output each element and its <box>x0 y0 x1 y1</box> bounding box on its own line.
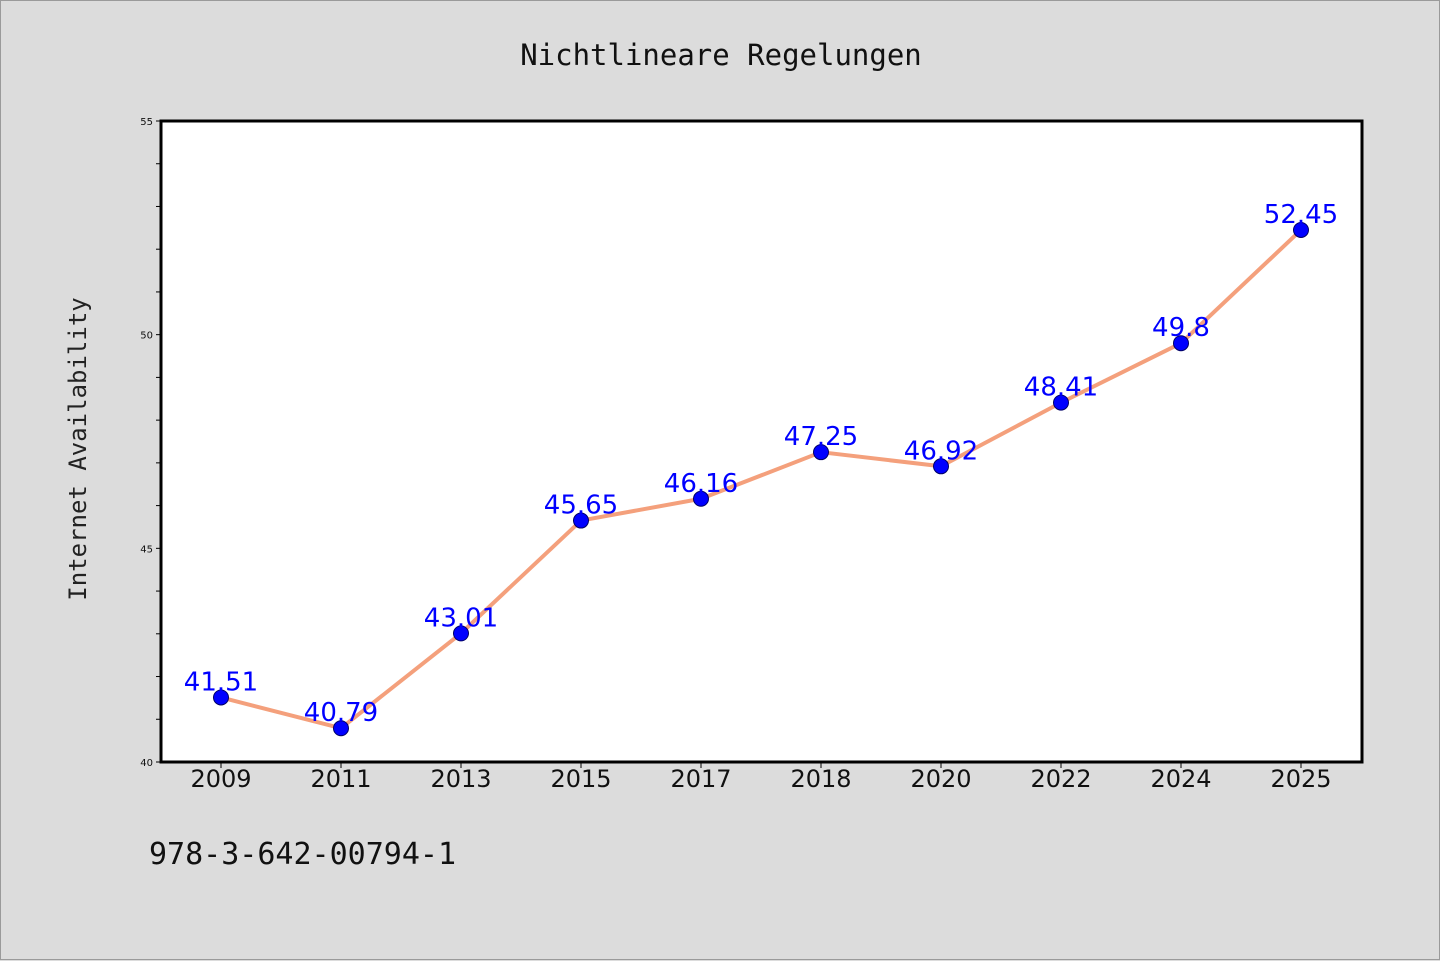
y-tick-label: 45 <box>140 544 153 555</box>
data-point <box>573 512 589 529</box>
data-label: 47.25 <box>784 422 858 452</box>
data-label: 40.79 <box>304 698 378 728</box>
data-point <box>1173 335 1189 352</box>
data-point <box>333 720 349 737</box>
x-axis: 2009 2011 2013 2015 2017 2018 2020 2022 2024 2025 <box>190 762 1332 793</box>
x-tick-label: 2020 <box>910 765 971 793</box>
data-label: 49.8 <box>1152 313 1210 343</box>
data-label: 41.51 <box>184 667 258 697</box>
x-tick-label: 2015 <box>550 765 611 793</box>
data-label: 46.16 <box>664 469 738 499</box>
data-point <box>1293 221 1309 238</box>
x-tick-label: 2025 <box>1270 765 1331 793</box>
data-label: 43.01 <box>424 603 498 633</box>
series-line-layer <box>219 227 1303 731</box>
x-tick-label: 2013 <box>430 765 491 793</box>
x-tick-label: 2022 <box>1030 765 1091 793</box>
data-point <box>933 458 949 475</box>
data-label: 46.92 <box>904 436 978 466</box>
y-tick-label: 40 <box>140 758 153 769</box>
data-point <box>693 490 709 507</box>
x-tick-label: 2018 <box>790 765 851 793</box>
chart-title: Nichtlineare Regelungen <box>520 38 922 72</box>
y-axis: 40 45 50 55 <box>140 117 161 769</box>
y-tick-label: 55 <box>140 117 153 128</box>
data-point <box>813 444 829 461</box>
isbn-footer: 978-3-642-00794-1 <box>149 837 456 872</box>
y-tick-label: 50 <box>140 331 153 342</box>
data-label: 52.45 <box>1264 200 1338 230</box>
x-tick-label: 2024 <box>1150 765 1211 793</box>
data-label: 48.41 <box>1024 373 1098 403</box>
x-tick-label: 2011 <box>310 765 371 793</box>
y-axis-label: Internet Availability <box>64 297 92 600</box>
x-tick-label: 2017 <box>670 765 731 793</box>
data-markers <box>213 221 1309 737</box>
series-line <box>219 227 1303 731</box>
data-point <box>213 689 229 706</box>
data-labels: 41.51 40.79 43.01 45.65 46.16 47.25 46.92 48.41… <box>184 200 1338 728</box>
plot-area <box>159 119 1364 764</box>
data-point <box>1053 394 1069 411</box>
x-tick-label: 2009 <box>190 765 251 793</box>
data-point <box>453 625 469 642</box>
data-label: 45.65 <box>544 491 618 521</box>
